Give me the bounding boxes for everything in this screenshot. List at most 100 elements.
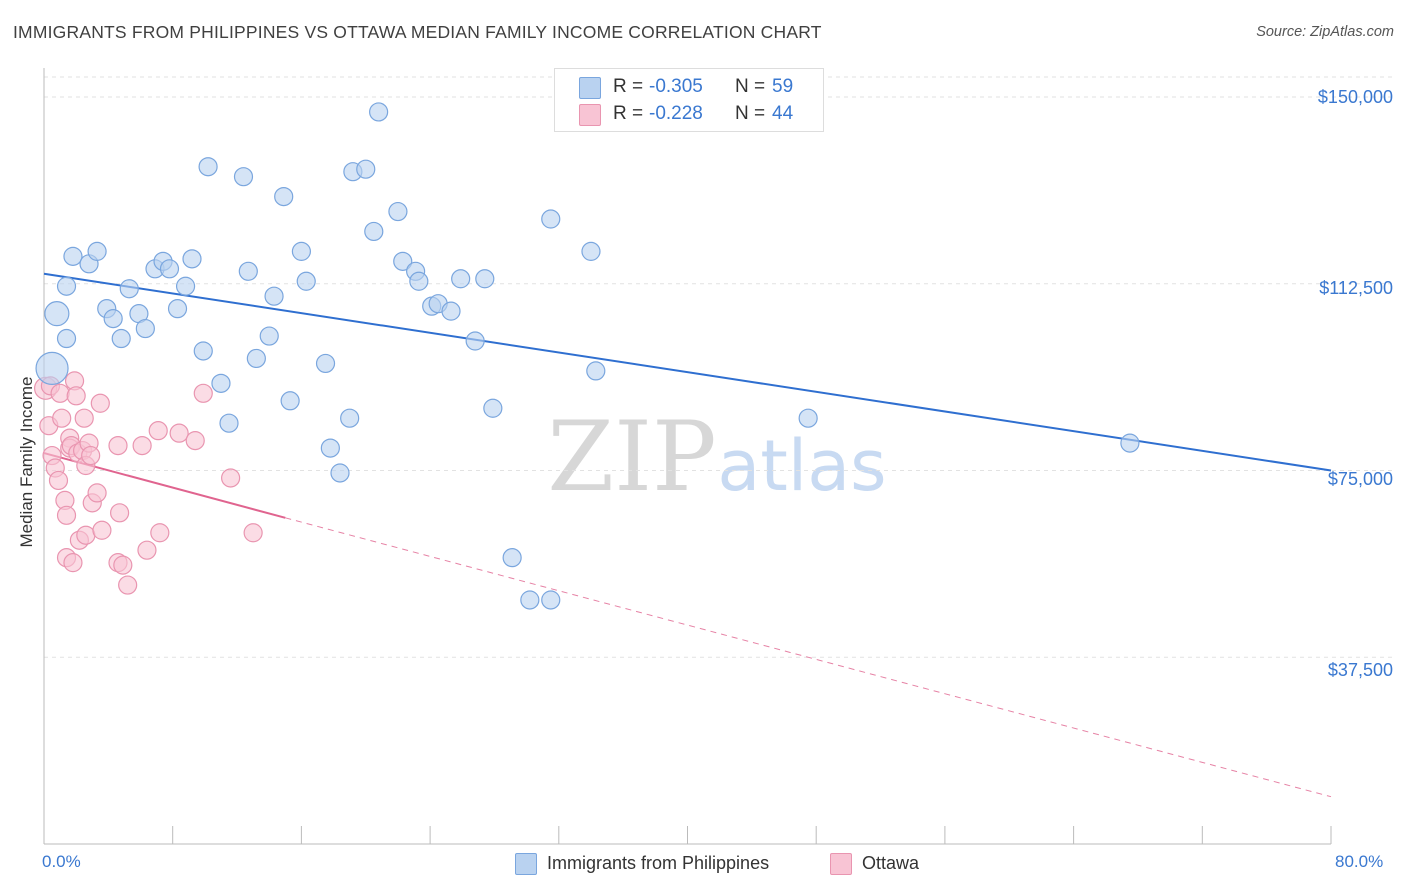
data-point-pink [193,383,213,403]
data-point-blue [502,548,522,568]
y-tick-label: $112,500 [1319,278,1393,298]
data-point-blue [259,326,279,346]
data-point-blue [483,398,503,418]
data-point-blue [63,246,83,266]
data-point-blue [369,102,389,122]
data-point-blue [330,463,350,483]
data-point-pink [137,540,157,560]
data-point-blue [56,328,77,349]
watermark-zip: ZIP [547,401,716,513]
chart-source: Source: ZipAtlas.com [1256,24,1394,40]
data-point-blue [56,276,77,296]
data-point-blue [356,159,376,179]
data-point-blue [211,373,231,393]
data-point-pink [110,503,130,523]
n-value: 44 [772,103,794,124]
legend-label: Ottawa [862,853,920,873]
data-point-blue [451,269,471,289]
r-label: R = [613,76,644,97]
data-point-blue [581,241,601,261]
data-point-blue [441,301,461,321]
data-point-pink [150,523,170,543]
data-point-blue [1120,433,1140,453]
data-point-pink [113,555,133,575]
r-value: -0.228 [649,103,703,124]
data-point-pink [74,408,94,428]
data-point-pink [56,505,77,525]
data-point-pink [50,383,70,403]
data-point-blue [393,251,413,271]
n-label: N = [735,103,766,124]
y-tick-label: $75,000 [1327,469,1393,489]
y-tick-label: $37,500 [1327,660,1393,680]
data-point-pink [66,386,86,406]
data-point-blue [238,261,258,281]
y-tick-label: $150,000 [1317,87,1393,107]
data-point-blue [280,391,300,411]
legend-swatch-pink [830,853,852,875]
data-point-blue [135,318,155,339]
data-point-blue [541,590,561,610]
data-point-pink [169,423,189,443]
data-point-pink [52,408,72,428]
data-point-pink [76,525,96,545]
data-point-blue [182,249,202,269]
data-point-pink [81,445,101,466]
data-point-blue [193,341,213,361]
trend-line-extension-pink [285,517,1332,798]
axes [43,68,1332,845]
data-point-blue [35,351,69,386]
r-value: -0.305 [649,76,703,97]
stats-legend: R = -0.305 N = 59 R = -0.228 N = 44 [554,68,824,132]
legend-swatch-pink [579,104,601,126]
data-point-blue [586,361,606,381]
r-label: R = [613,103,644,124]
data-point-blue [264,286,284,306]
data-point-pink [90,393,110,413]
data-point-blue [198,157,218,177]
data-point-pink [63,553,83,573]
n-value: 59 [772,76,794,97]
data-point-blue [388,201,408,222]
data-point-pink [108,436,128,456]
x-tick-label-min: 0.0% [42,852,81,871]
legend-label: Immigrants from Philippines [547,853,770,873]
data-point-blue [87,241,107,261]
y-axis-title: Median Family Income [17,376,36,548]
data-point-blue [541,209,561,229]
data-point-blue [520,590,540,610]
data-point-pink [221,468,241,488]
data-point-pink [118,575,138,595]
data-point-blue [233,167,254,187]
data-point-blue [111,328,131,349]
data-point-blue [296,271,316,291]
data-point-pink [87,483,107,503]
data-point-pink [48,470,69,491]
data-points [34,102,1140,610]
data-point-blue [315,353,336,374]
chart-title: IMMIGRANTS FROM PHILIPPINES VS OTTAWA ME… [13,22,822,42]
data-point-pink [132,436,152,456]
data-point-blue [465,331,485,351]
data-point-pink [185,431,205,451]
data-point-blue [119,279,139,299]
data-point-blue [409,271,429,291]
data-point-blue [340,408,360,428]
data-point-blue [103,309,123,329]
data-point-blue [246,348,266,369]
data-point-blue [167,299,188,319]
legend-swatch-blue [579,77,601,99]
data-point-blue [798,408,818,428]
data-point-blue [291,241,311,261]
watermark-atlas: atlas [717,425,886,507]
data-point-blue [219,413,239,433]
data-point-blue [364,221,384,242]
trend-lines [43,272,1332,798]
data-point-pink [92,520,112,540]
data-point-blue [44,301,70,327]
data-point-pink [243,523,263,543]
grid-lines [44,76,1394,658]
trend-line-blue [43,272,1332,472]
data-point-blue [475,269,495,289]
